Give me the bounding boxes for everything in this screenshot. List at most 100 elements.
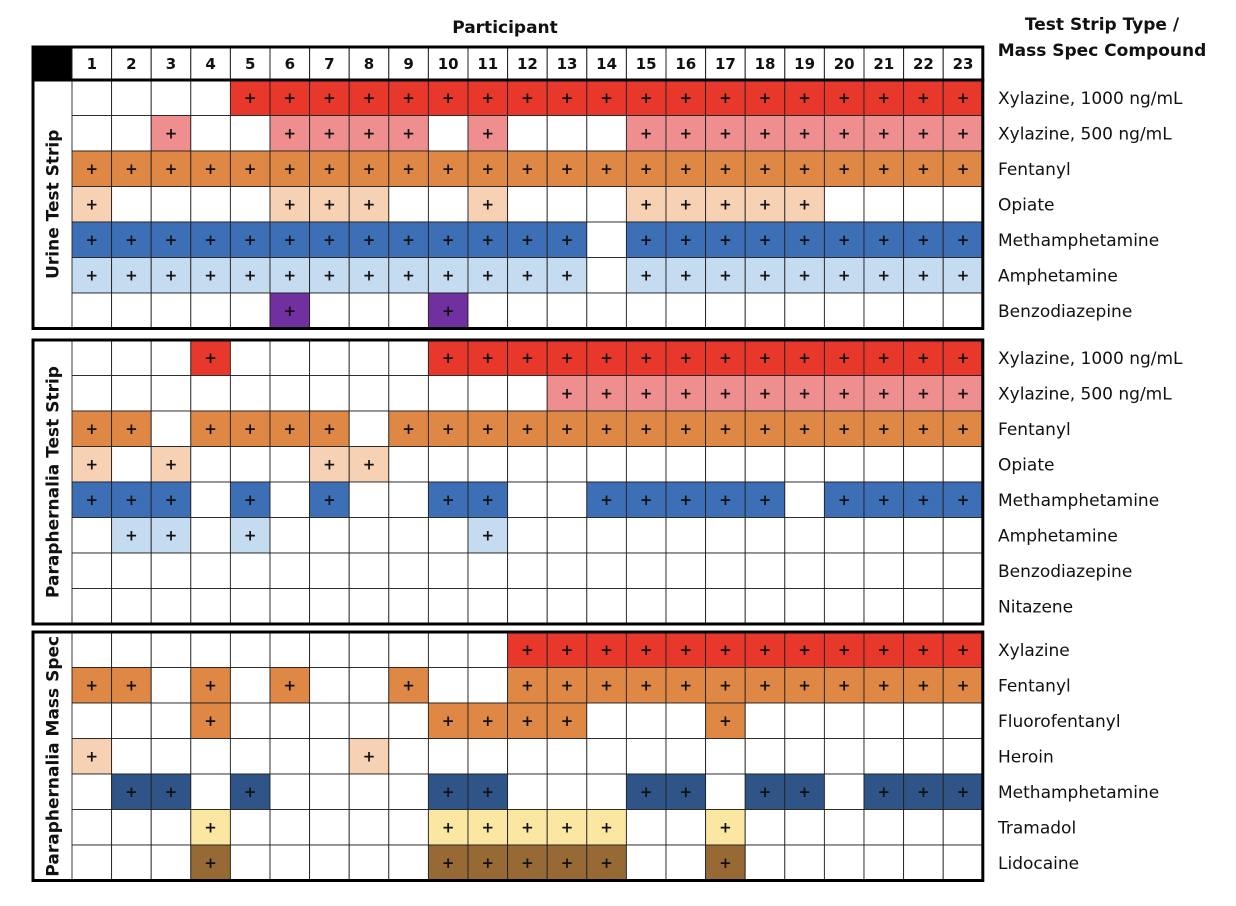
positive-marker: + (204, 231, 217, 249)
positive-marker: + (719, 231, 732, 249)
negative-cell (507, 517, 548, 554)
positive-marker: + (165, 783, 178, 801)
negative-cell (269, 844, 311, 881)
positive-cell (744, 410, 786, 447)
negative-cell (467, 667, 509, 704)
positive-marker: + (719, 818, 732, 836)
negative-cell (388, 292, 429, 329)
positive-marker: + (284, 231, 297, 249)
positive-cell (863, 375, 905, 412)
negative-cell (546, 588, 588, 625)
negative-cell (229, 667, 271, 704)
positive-marker: + (640, 491, 653, 509)
positive-cell (705, 481, 746, 518)
negative-cell (190, 773, 231, 810)
negative-cell (229, 844, 271, 881)
positive-marker: + (917, 160, 930, 178)
row-label: Nitazene (998, 597, 1073, 617)
positive-marker: + (798, 89, 811, 107)
negative-cell (150, 588, 192, 625)
positive-marker: + (402, 420, 415, 438)
participant-number: 17 (715, 55, 736, 73)
negative-cell (507, 186, 548, 223)
positive-marker: + (482, 124, 495, 142)
negative-cell (546, 552, 588, 589)
negative-cell (665, 588, 707, 625)
positive-marker: + (323, 491, 336, 509)
positive-marker: + (759, 420, 772, 438)
positive-cell (150, 773, 192, 810)
row-label: Tramadol (997, 818, 1076, 838)
positive-marker: + (680, 420, 693, 438)
negative-cell (665, 809, 707, 846)
positive-cell (903, 115, 944, 152)
row-label: Benzodiazepine (998, 302, 1132, 322)
positive-cell (71, 257, 113, 294)
positive-marker: + (759, 349, 772, 367)
negative-cell (586, 517, 627, 554)
positive-marker: + (917, 384, 930, 402)
positive-cell (903, 221, 944, 258)
positive-cell (427, 257, 469, 294)
negative-cell (427, 446, 469, 483)
negative-cell (309, 292, 350, 329)
negative-cell (269, 588, 311, 625)
negative-cell (111, 738, 152, 775)
positive-marker: + (878, 420, 891, 438)
positive-cell (388, 150, 429, 187)
positive-cell (705, 702, 746, 739)
positive-marker: + (323, 124, 336, 142)
negative-cell (111, 702, 152, 739)
positive-marker: + (442, 854, 455, 872)
negative-cell (507, 375, 548, 412)
positive-marker: + (798, 195, 811, 213)
negative-cell (309, 667, 350, 704)
negative-cell (150, 738, 192, 775)
negative-cell (823, 517, 865, 554)
negative-cell (942, 588, 984, 625)
positive-marker: + (798, 349, 811, 367)
positive-marker: + (680, 160, 693, 178)
positive-marker: + (363, 266, 376, 284)
negative-cell (71, 588, 113, 625)
negative-cell (705, 738, 746, 775)
positive-marker: + (878, 384, 891, 402)
positive-cell (625, 375, 667, 412)
positive-marker: + (284, 195, 297, 213)
negative-cell (150, 186, 192, 223)
positive-cell (784, 221, 825, 258)
positive-cell (784, 115, 825, 152)
negative-cell (111, 809, 152, 846)
positive-cell (744, 773, 786, 810)
negative-cell (229, 186, 271, 223)
negative-cell (269, 552, 311, 589)
negative-cell (586, 446, 627, 483)
row-label: Xylazine, 500 ng/mL (998, 384, 1172, 404)
positive-marker: + (798, 231, 811, 249)
positive-marker: + (600, 420, 613, 438)
positive-marker: + (798, 641, 811, 659)
negative-cell (269, 809, 311, 846)
positive-cell (190, 150, 231, 187)
negative-cell (229, 446, 271, 483)
positive-cell (586, 667, 627, 704)
positive-cell (942, 375, 984, 412)
negative-cell (71, 809, 113, 846)
negative-cell (111, 552, 152, 589)
positive-marker: + (719, 712, 732, 730)
row-label: Lidocaine (998, 854, 1079, 874)
negative-cell (942, 292, 984, 329)
positive-marker: + (561, 854, 574, 872)
positive-cell (784, 186, 825, 223)
negative-cell (903, 809, 944, 846)
positive-marker: + (838, 420, 851, 438)
negative-cell (903, 702, 944, 739)
positive-marker: + (521, 641, 534, 659)
positive-marker: + (323, 231, 336, 249)
positive-marker: + (600, 676, 613, 694)
negative-cell (586, 738, 627, 775)
positive-cell (744, 221, 786, 258)
positive-marker: + (521, 854, 534, 872)
positive-marker: + (244, 783, 257, 801)
positive-marker: + (957, 266, 970, 284)
